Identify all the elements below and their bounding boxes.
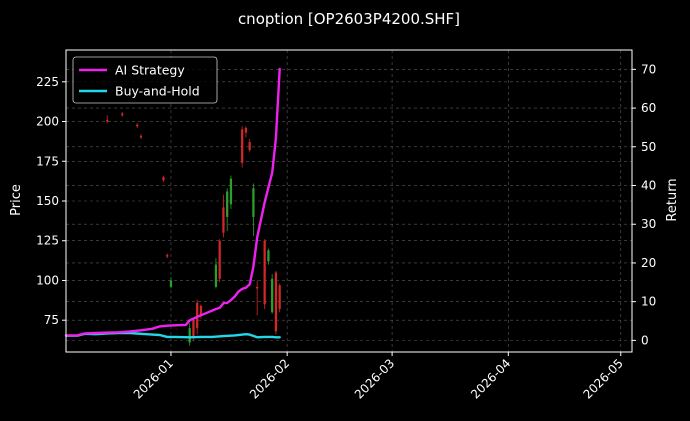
y2-axis-label: Return [665, 178, 680, 221]
candle [278, 283, 281, 313]
candle-body [274, 272, 278, 332]
candle-body [121, 113, 124, 116]
candle-body [226, 191, 229, 217]
candle-body [218, 240, 221, 279]
candle [274, 270, 278, 335]
candle [121, 111, 124, 117]
candle [229, 175, 233, 209]
y2-tick-label: 30 [641, 217, 656, 231]
candle-body [169, 280, 173, 287]
candle [188, 323, 191, 346]
y-tick-label: 125 [36, 234, 59, 248]
candle-body [192, 320, 195, 338]
candle [136, 123, 139, 128]
candle-body [106, 119, 109, 122]
chart-title: cnoption [OP2603P4200.SHF] [238, 10, 460, 28]
grid [66, 50, 632, 352]
candle [241, 126, 244, 168]
candle-body [162, 177, 165, 181]
candle [271, 274, 274, 314]
y-tick-label: 75 [44, 313, 59, 327]
y-tick-label: 100 [36, 273, 59, 287]
candle-body [252, 188, 255, 217]
candle [106, 115, 109, 124]
y-tick-label: 150 [36, 194, 59, 208]
candle-body [241, 129, 244, 163]
candle-body [244, 127, 248, 133]
candle-body [256, 286, 259, 289]
candle-body [188, 328, 191, 343]
y2-tick-label: 20 [641, 256, 656, 270]
y-axis-label: Price [9, 184, 24, 216]
legend-box [72, 56, 218, 104]
candle-body [248, 142, 251, 151]
y2-tick-label: 70 [641, 62, 656, 76]
candle [248, 139, 251, 152]
candle [256, 280, 259, 316]
legend-label: Buy-and-Hold [115, 84, 200, 99]
candle-body [139, 135, 143, 138]
candle [263, 239, 266, 310]
candle [169, 277, 173, 289]
y2-tick-label: 0 [641, 333, 649, 347]
y-tick-label: 200 [36, 115, 59, 129]
candle [218, 239, 221, 283]
candle-body [271, 278, 274, 313]
candle-body [267, 250, 270, 262]
candle [244, 126, 248, 138]
candle [252, 183, 255, 236]
candle-body [222, 207, 225, 233]
candle [222, 194, 225, 238]
y-tick-label: 225 [36, 75, 59, 89]
candle [267, 248, 270, 265]
y2-tick-label: 40 [641, 179, 656, 193]
candle [226, 188, 229, 232]
legend: AI Strategy Buy-and-Hold [72, 56, 218, 104]
y2-tick-label: 10 [641, 295, 656, 309]
legend-label: AI Strategy [115, 63, 185, 78]
legend-item: AI Strategy [79, 63, 185, 78]
series-line [64, 67, 281, 337]
legend-item: Buy-and-Hold [79, 84, 200, 99]
candle-body [199, 305, 203, 316]
candle-body [196, 302, 199, 329]
y2-tick-label: 60 [641, 101, 656, 115]
candle-body [166, 255, 169, 257]
candle-body [263, 240, 266, 305]
candle [162, 175, 165, 182]
candle-body [214, 264, 218, 287]
candle-body [278, 285, 281, 310]
y2-tick-label: 50 [641, 140, 656, 154]
candle [166, 253, 169, 259]
y-tick-label: 175 [36, 154, 59, 168]
candle-body [229, 178, 233, 205]
series-lines [64, 67, 281, 339]
candle [139, 134, 143, 140]
candle [214, 258, 218, 289]
candle-body [136, 124, 139, 127]
